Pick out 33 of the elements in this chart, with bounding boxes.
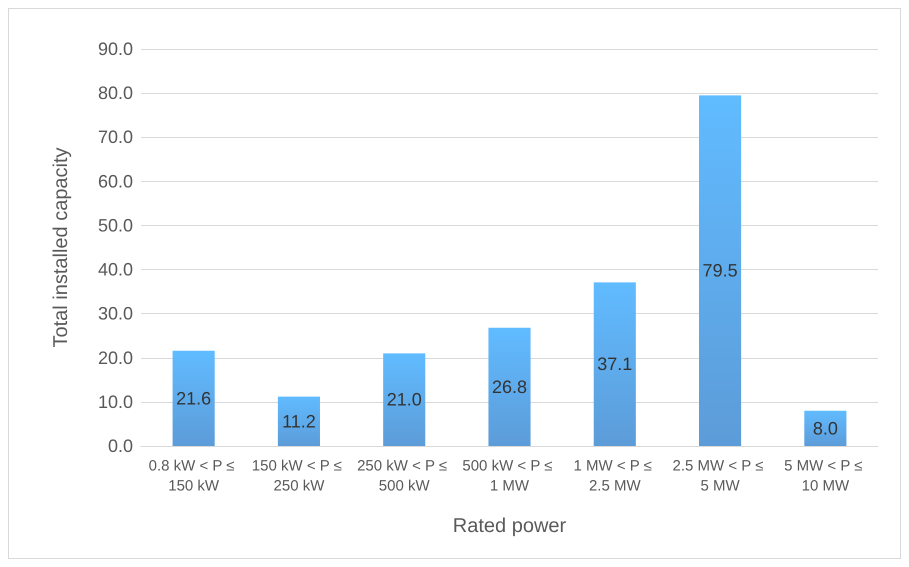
y-tick-label: 60.0 — [98, 171, 133, 192]
y-axis-title: Total installed capacity — [50, 147, 72, 348]
data-label: 79.5 — [702, 260, 738, 281]
data-label: 37.1 — [597, 354, 632, 374]
bar — [699, 95, 742, 446]
y-tick-label: 10.0 — [98, 392, 133, 412]
y-tick-label: 40.0 — [98, 260, 133, 280]
bar — [172, 350, 215, 446]
x-tick-label: 250 kW < P ≤ 500 kW — [357, 458, 452, 494]
y-tick-label: 80.0 — [98, 83, 133, 104]
x-tick-label: 5 MW < P ≤ 10 MW — [784, 458, 867, 494]
x-tick-label: 1 MW < P ≤ 2.5 MW — [574, 458, 656, 494]
x-axis-title: Rated power — [452, 515, 567, 537]
y-tick-label: 0.0 — [108, 436, 133, 456]
bar — [278, 396, 320, 446]
data-label: 21.6 — [176, 388, 212, 408]
x-tick-label: 0.8 kW < P ≤ 150 kW — [148, 458, 239, 494]
bar — [594, 282, 636, 446]
y-tick-label: 50.0 — [98, 215, 133, 236]
y-tick-label: 30.0 — [98, 304, 133, 324]
bar — [383, 353, 426, 446]
bar — [488, 328, 531, 446]
bar — [804, 410, 846, 446]
y-tick-label: 90.0 — [98, 39, 133, 59]
y-tick-label: 70.0 — [98, 127, 133, 148]
data-label: 26.8 — [492, 376, 528, 397]
data-label: 21.0 — [386, 390, 422, 410]
data-label: 11.2 — [282, 411, 316, 432]
x-tick-label: 150 kW < P ≤ 250 kW — [252, 458, 346, 494]
x-tick-label: 500 kW < P ≤ 1 MW — [462, 458, 557, 494]
data-label: 8.0 — [812, 418, 838, 438]
y-tick-label: 20.0 — [98, 348, 133, 368]
x-tick-label: 2.5 MW < P ≤ 5 MW — [672, 458, 768, 494]
